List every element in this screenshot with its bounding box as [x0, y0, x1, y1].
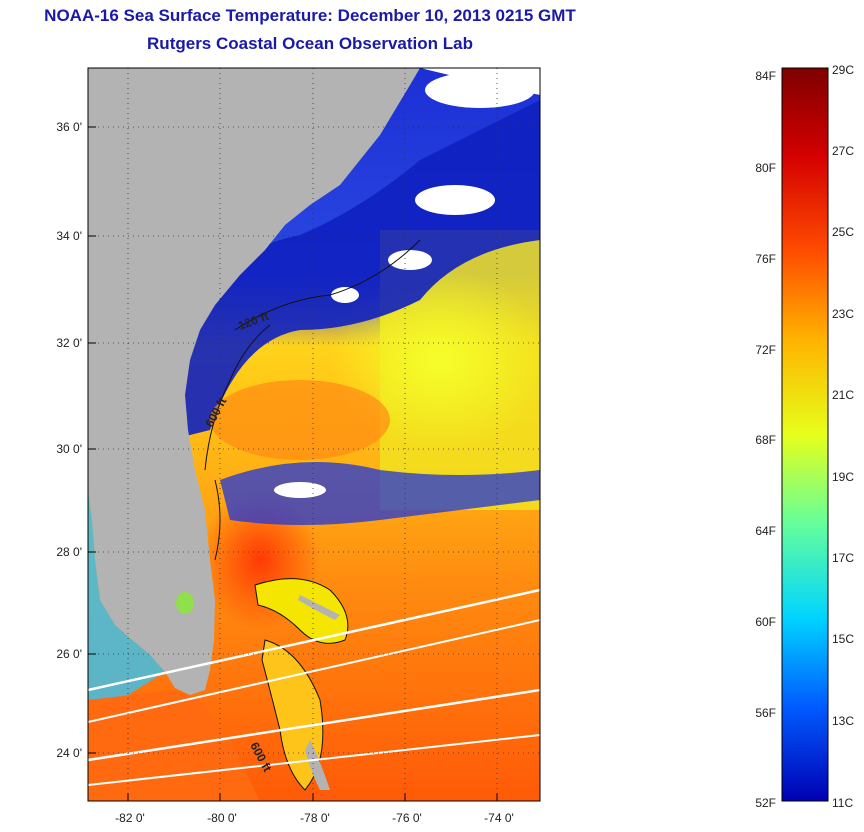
graticule — [88, 68, 540, 801]
swath-gap-line — [88, 734, 540, 786]
map-title: NOAA-16 Sea Surface Temperature: Decembe… — [44, 6, 576, 25]
colorbar-label-f: 64F — [755, 524, 776, 538]
colorbar-label-f: 56F — [755, 706, 776, 720]
colorbar-label-c: 17C — [832, 551, 854, 565]
land-mass — [88, 68, 420, 695]
colorbar-label-f: 72F — [755, 343, 776, 357]
cool-band-mid — [220, 462, 540, 525]
colorbar-label-f: 52F — [755, 796, 776, 810]
colorbar-label-c: 29C — [832, 63, 854, 77]
colorbar-label-c: 19C — [832, 470, 854, 484]
lat-label: 30 0' — [56, 442, 82, 456]
swath-gap-line — [88, 588, 540, 692]
lat-label: 24 0' — [56, 746, 82, 760]
isobath-600ft — [204, 324, 271, 471]
colorbar-label-f: 60F — [755, 615, 776, 629]
swath-gap-line — [88, 688, 540, 762]
lat-label: 26 0' — [56, 647, 82, 661]
cloud-top-corner — [420, 68, 540, 95]
colorbar-label-f: 84F — [755, 69, 776, 83]
map-subtitle: Rutgers Coastal Ocean Observation Lab — [147, 34, 473, 53]
colorbar-label-f: 68F — [755, 433, 776, 447]
sst-image — [88, 68, 540, 801]
colorbar — [781, 67, 829, 802]
frame-ticks — [88, 126, 498, 801]
little-bahama-bank — [254, 578, 349, 644]
lat-label: 36 0' — [56, 120, 82, 134]
colorbar-fahrenheit-labels: 84F 80F 76F 72F 68F 64F 60F 56F 52F — [755, 69, 776, 810]
colorbar-label-f: 76F — [755, 252, 776, 266]
cloud-patch — [388, 250, 432, 270]
grand-bahama — [298, 595, 340, 620]
colorbar-label-c: 27C — [832, 144, 854, 158]
isobath-600ft-south — [214, 479, 221, 561]
colorbar-label-c: 13C — [832, 714, 854, 728]
colorbar-label-c: 21C — [832, 388, 854, 402]
colorbar-celsius-labels: 29C 27C 25C 23C 21C 19C 17C 15C 13C 11C — [832, 63, 854, 810]
lon-label: -78 0' — [300, 811, 330, 825]
lat-label: 32 0' — [56, 336, 82, 350]
swath-gap-line — [88, 619, 540, 723]
lon-label: -76 0' — [392, 811, 422, 825]
lon-label: -82 0' — [115, 811, 145, 825]
colorbar-label-c: 11C — [832, 796, 853, 810]
colorbar-label-c: 23C — [832, 307, 854, 321]
andros-island — [305, 740, 330, 790]
warm-eddy — [210, 380, 390, 460]
colorbar-label-c: 25C — [832, 225, 854, 239]
cloud-patch — [274, 482, 326, 498]
cold-shelf-water — [150, 100, 540, 440]
cloud-patch — [415, 185, 495, 215]
gulf-coast-water — [88, 490, 165, 700]
lon-label: -80 0' — [207, 811, 237, 825]
colorbar-label-c: 15C — [832, 632, 854, 646]
lat-label: 28 0' — [56, 545, 82, 559]
lake-okeechobee — [176, 592, 194, 614]
colorbar-label-f: 80F — [755, 161, 776, 175]
isobath-120ft — [234, 239, 421, 331]
lat-label: 34 0' — [56, 229, 82, 243]
cloud-patch — [331, 287, 359, 303]
lon-label: -74 0' — [484, 811, 514, 825]
map-frame — [87, 67, 541, 802]
